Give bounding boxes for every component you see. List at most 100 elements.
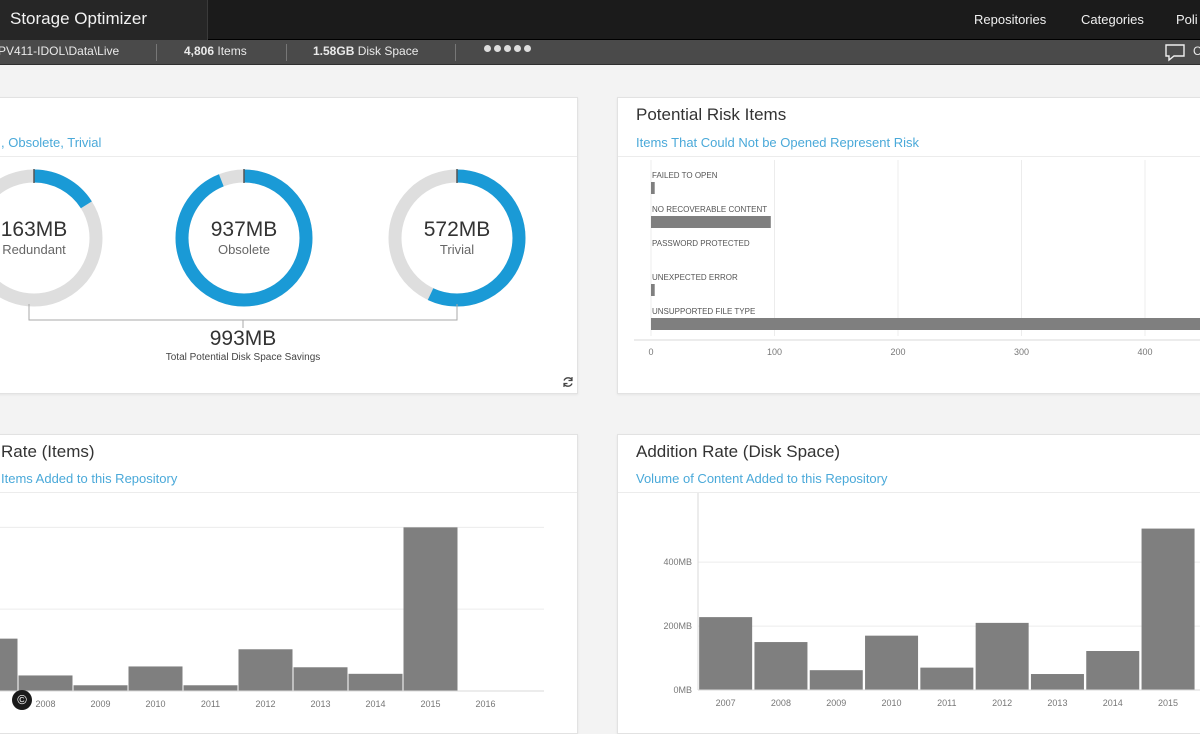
x-tick-label: 2013	[310, 699, 330, 709]
disk-rate-chart: 0MB 200MB 400MB 2007 2008 2009 2010 2011 2012 201…	[663, 493, 1200, 708]
x-tick-label: 2008	[35, 699, 55, 709]
app-brand[interactable]: Storage Optimizer	[0, 0, 208, 40]
risk-subtitle: Items That Could Not be Opened Represent…	[636, 135, 920, 150]
app-title: Storage Optimizer	[10, 9, 147, 28]
bar	[293, 667, 348, 691]
copyright-icon: ©	[12, 690, 32, 710]
total-savings-label: Total Potential Disk Space Savings	[165, 352, 321, 363]
risk-bar	[651, 182, 655, 194]
x-tick-label: 2011	[937, 698, 956, 708]
donut-trivial-label: 572MB Trivial	[387, 218, 527, 257]
x-tick-label: 2007	[0, 699, 1, 709]
donut-value: 937MB	[210, 218, 278, 241]
bar	[183, 685, 238, 691]
risk-bar	[651, 318, 1200, 330]
donut-value: 163MB	[0, 218, 68, 241]
donut-obsolete-label: 937MB Obsolete	[174, 218, 314, 257]
top-bar: Storage Optimizer Repositories Categorie…	[0, 0, 1200, 40]
refresh-icon[interactable]	[562, 376, 574, 388]
disk-space: 1.58GB Disk Space	[313, 44, 418, 58]
x-tick-label: 2015	[1158, 698, 1178, 708]
risk-bar	[651, 284, 655, 296]
donut-redundant-label: 163MB Redundant	[0, 218, 104, 257]
donut-value: 572MB	[423, 218, 491, 241]
items-count-label: Items	[217, 44, 247, 58]
donut-name: Trivial	[439, 242, 475, 257]
bar	[403, 527, 458, 691]
bar	[18, 675, 73, 691]
x-tick-label: 2013	[1047, 698, 1067, 708]
items-rate-title: Rate (Items)	[1, 442, 95, 461]
bar	[754, 642, 808, 690]
disk-space-value: 1.58GB	[313, 44, 355, 58]
x-tick-label: 2010	[145, 699, 165, 709]
bar	[699, 617, 753, 690]
clipped-icon-label: C	[1193, 44, 1200, 58]
disk-rate-panel: Addition Rate (Disk Space) Volume of Con…	[617, 434, 1200, 734]
bar	[1030, 674, 1084, 690]
bar	[1141, 528, 1195, 690]
divider	[286, 44, 287, 61]
items-rate-chart: 2007 2008 2009 2010 2011 2012 2013 2014 2015 2016	[0, 526, 544, 709]
risk-tick-label: 100	[767, 347, 782, 357]
nav-policies[interactable]: Poli	[1176, 12, 1198, 27]
bar	[809, 670, 863, 690]
x-tick-label: 2012	[992, 698, 1012, 708]
bar	[0, 638, 18, 691]
bar	[348, 673, 403, 691]
risk-bar	[651, 216, 771, 228]
items-rate-panel: Rate (Items) Items Added to this Reposit…	[0, 434, 578, 734]
donut-name: Redundant	[2, 242, 66, 257]
total-savings: 993MB Total Potential Disk Space Savings	[121, 327, 365, 363]
y-tick-label: 400MB	[663, 557, 692, 567]
bar	[128, 666, 183, 691]
x-tick-label: 2007	[716, 698, 736, 708]
x-tick-label: 2010	[882, 698, 902, 708]
nav-categories[interactable]: Categories	[1081, 12, 1144, 27]
risk-category-label: PASSWORD PROTECTED	[652, 239, 750, 248]
rot-panel: , Obsolete, Trivial 163MB Redundant 937M…	[0, 97, 578, 394]
rot-subtitle: , Obsolete, Trivial	[1, 135, 102, 150]
disk-space-label: Disk Space	[357, 44, 419, 58]
x-tick-label: 2014	[365, 699, 385, 709]
risk-panel: Potential Risk Items Items That Could No…	[617, 97, 1200, 394]
total-savings-value: 993MB	[209, 327, 277, 350]
x-tick-label: 2014	[1103, 698, 1123, 708]
bar	[1086, 651, 1140, 690]
chat-icon[interactable]	[1164, 43, 1188, 62]
status-dots	[484, 45, 531, 52]
bar	[975, 622, 1029, 690]
risk-category-label: UNSUPPORTED FILE TYPE	[652, 307, 755, 316]
donut-name: Obsolete	[217, 242, 271, 257]
x-tick-label: 2009	[90, 699, 110, 709]
y-tick-label: 0MB	[673, 685, 692, 695]
x-tick-label: 2008	[771, 698, 791, 708]
disk-rate-title: Addition Rate (Disk Space)	[636, 442, 841, 461]
bar	[238, 649, 293, 691]
bar	[865, 635, 919, 690]
disk-rate-subtitle: Volume of Content Added to this Reposito…	[636, 471, 888, 486]
bar	[73, 685, 128, 691]
risk-category-label: UNEXPECTED ERROR	[652, 273, 738, 282]
items-rate-subtitle: Items Added to this Repository	[1, 471, 178, 486]
risk-chart: 0 100 200 300 400 FAILED TO OPEN NO RECOVERABL…	[634, 160, 1200, 357]
y-tick-label: 200MB	[663, 621, 692, 631]
repository-path[interactable]: PV411-IDOL\Data\Live	[0, 44, 120, 58]
x-tick-label: 2009	[826, 698, 846, 708]
risk-tick-label: 400	[1137, 347, 1152, 357]
nav-repositories[interactable]: Repositories	[974, 12, 1047, 27]
risk-title: Potential Risk Items	[636, 105, 787, 124]
x-tick-label: 2015	[420, 699, 440, 709]
risk-tick-label: 300	[1014, 347, 1029, 357]
x-tick-label: 2012	[255, 699, 275, 709]
divider	[156, 44, 157, 61]
risk-category-label: FAILED TO OPEN	[652, 171, 718, 180]
items-count-value: 4,806	[184, 44, 215, 58]
rot-donuts	[0, 169, 526, 328]
divider	[455, 44, 456, 61]
risk-tick-label: 0	[648, 347, 653, 357]
x-tick-label: 2011	[201, 699, 220, 709]
x-tick-label: 2016	[475, 699, 495, 709]
bar	[920, 667, 974, 690]
risk-category-label: NO RECOVERABLE CONTENT	[652, 205, 767, 214]
